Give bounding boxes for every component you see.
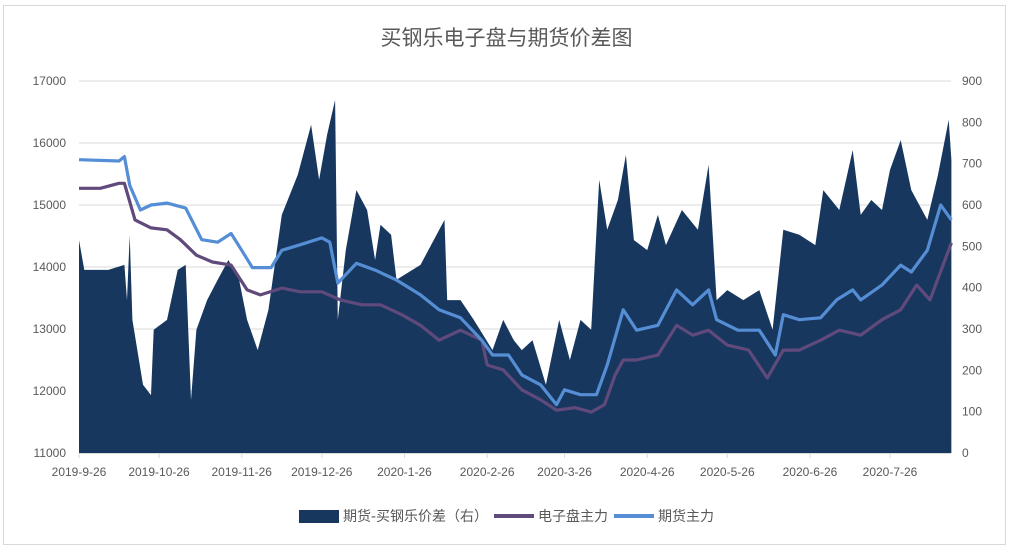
y-right-tick-label: 800 [962,115,982,129]
ezp-line [79,181,953,414]
y-right-tick-label: 700 [962,157,982,171]
legend-swatch-spread [298,509,339,523]
y-left-tick-label: 15000 [33,198,67,212]
x-tick-label: 2019-10-26 [128,465,190,479]
legend-item-futures: 期货主力 [614,506,714,526]
legend-swatch-ezp [494,514,535,518]
y-right-tick-label: 500 [962,239,982,253]
x-tick-label: 2020-3-26 [537,465,592,479]
y-left-tick-label: 17000 [33,74,67,88]
y-right-tick-label: 300 [962,322,982,336]
legend-item-spread: 期货-买钢乐价差（右） [298,506,489,526]
x-tick-label: 2019-9-26 [52,465,107,479]
y-right-tick-label: 100 [962,405,982,419]
legend: 期货-买钢乐价差（右） 电子盘主力 期货主力 [0,506,1013,526]
chart-frame [3,5,1006,545]
x-tick-label: 2020-1-26 [377,465,432,479]
x-tick-label: 2020-4-26 [620,465,675,479]
y-left-tick-label: 14000 [33,260,67,274]
x-tick-label: 2020-7-26 [863,465,918,479]
legend-label-ezp: 电子盘主力 [538,509,609,525]
legend-item-ezp: 电子盘主力 [494,506,608,526]
y-right-tick-label: 900 [962,74,982,88]
y-right-tick-label: 600 [962,198,982,212]
y-left-tick-label: 13000 [33,322,67,336]
legend-label-futures: 期货主力 [658,509,715,525]
y-right-tick-label: 0 [962,446,969,460]
legend-label-spread: 期货-买钢乐价差（右） [342,509,489,525]
x-tick-label: 2020-5-26 [700,465,755,479]
y-left-tick-label: 12000 [33,384,67,398]
y-right-tick-label: 200 [962,363,982,377]
x-tick-label: 2019-11-26 [211,465,272,479]
y-left-tick-label: 16000 [33,136,67,150]
x-tick-label: 2019-12-26 [291,465,353,479]
y-left-tick-label: 11000 [34,446,67,460]
legend-swatch-futures [614,514,655,518]
y-right-tick-label: 400 [962,281,982,295]
spread-area [79,100,952,453]
x-tick-label: 2020-2-26 [460,465,515,479]
futures-line [78,155,953,407]
chart-title: 买钢乐电子盘与期货价差图 [380,26,633,50]
x-tick-label: 2020-6-26 [783,465,838,479]
